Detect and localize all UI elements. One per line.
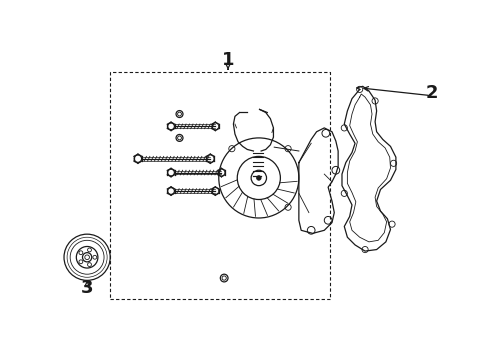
- Bar: [110, 72, 330, 299]
- Text: 2: 2: [426, 84, 439, 102]
- Text: 1: 1: [222, 51, 234, 69]
- Text: 3: 3: [81, 279, 94, 297]
- Circle shape: [257, 176, 261, 180]
